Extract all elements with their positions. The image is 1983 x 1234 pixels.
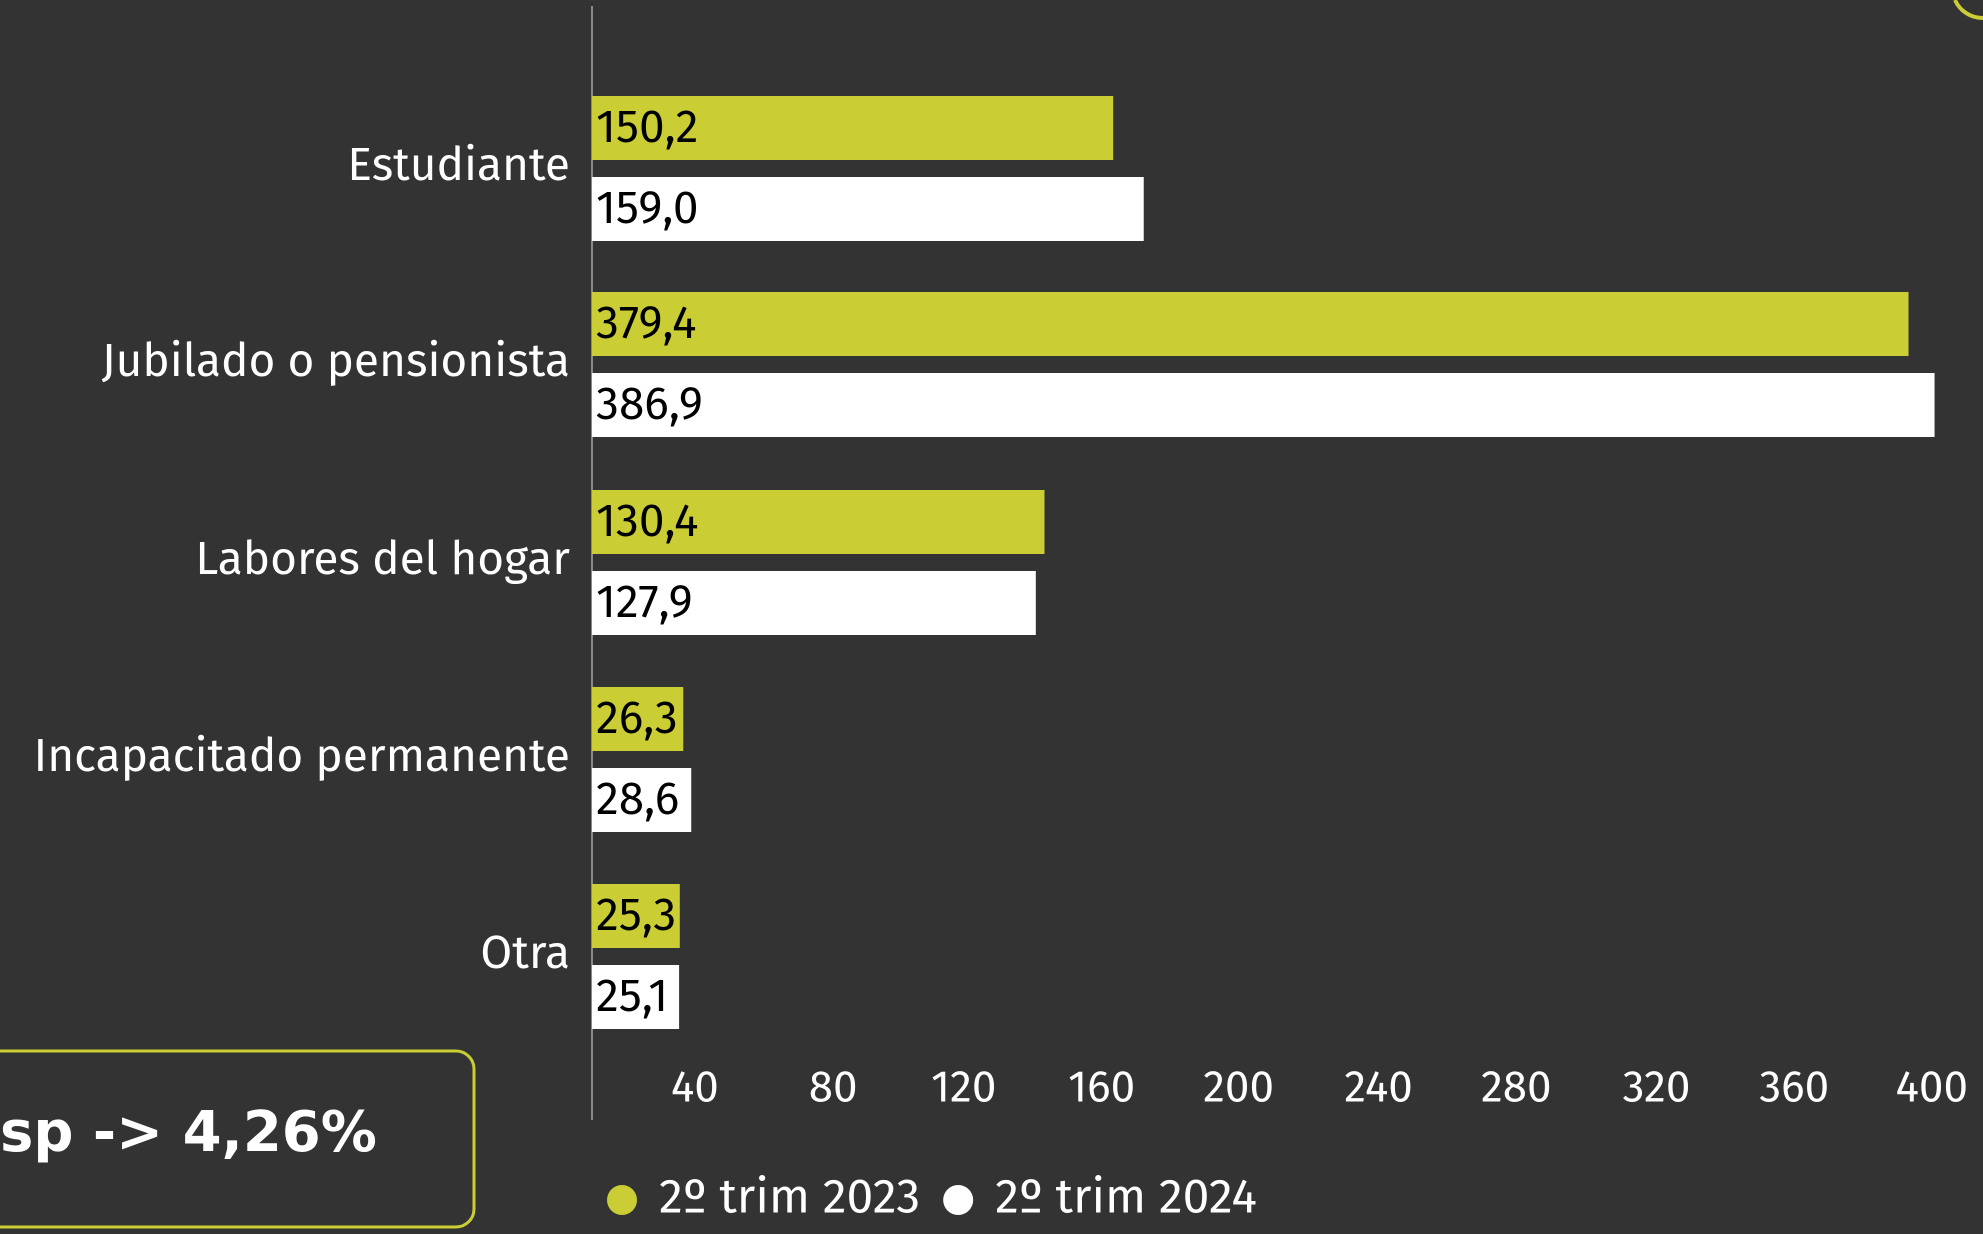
y-tick-label: Estudiante (347, 138, 570, 193)
bar (592, 768, 692, 832)
legend-label: 2º trim 2023 (659, 1168, 920, 1226)
y-tick-label: Labores del hogar (195, 532, 570, 587)
bar (592, 490, 1045, 554)
legend-marker (607, 1185, 637, 1215)
legend-marker (943, 1185, 974, 1215)
bar (592, 177, 1144, 241)
x-tick-label: 120 (931, 1061, 996, 1114)
x-tick-label: 200 (1203, 1061, 1274, 1114)
corner-decoration (1953, 0, 1983, 21)
x-tick-label: 360 (1759, 1061, 1829, 1114)
bar (592, 687, 684, 751)
value-label: 150,2 (596, 100, 698, 155)
bar (592, 292, 1909, 356)
x-tick-label: 240 (1344, 1061, 1413, 1114)
y-tick-label: Incapacitado permanente (34, 729, 570, 784)
x-tick-label: 40 (671, 1061, 719, 1114)
bar (592, 884, 680, 948)
y-tick-label: Jubilado o pensionista (102, 334, 570, 389)
value-label: 130,4 (596, 494, 699, 549)
x-tick-label: 320 (1623, 1061, 1691, 1114)
x-tick-label: 80 (809, 1061, 858, 1114)
value-label: 127,9 (596, 575, 693, 630)
bar (592, 96, 1114, 160)
annotation-box (0, 1049, 476, 1229)
bar (592, 965, 680, 1029)
value-label: 379,4 (596, 296, 696, 351)
value-label: 25,1 (596, 969, 668, 1024)
value-label: 26,3 (596, 691, 678, 746)
value-label: 28,6 (596, 772, 679, 827)
x-tick-label: 160 (1068, 1061, 1135, 1114)
value-label: 159,0 (596, 181, 699, 236)
value-label: 25,3 (596, 888, 676, 943)
bar (592, 373, 1935, 437)
y-tick-label: Otra (480, 926, 570, 981)
value-label: 386,9 (596, 377, 703, 432)
bar (592, 571, 1036, 635)
x-tick-label: 280 (1481, 1061, 1552, 1114)
legend-label: 2º trim 2024 (995, 1168, 1257, 1226)
x-tick-label: 400 (1895, 1061, 1968, 1114)
annotation: sp -> 4,26% (0, 1100, 377, 1165)
